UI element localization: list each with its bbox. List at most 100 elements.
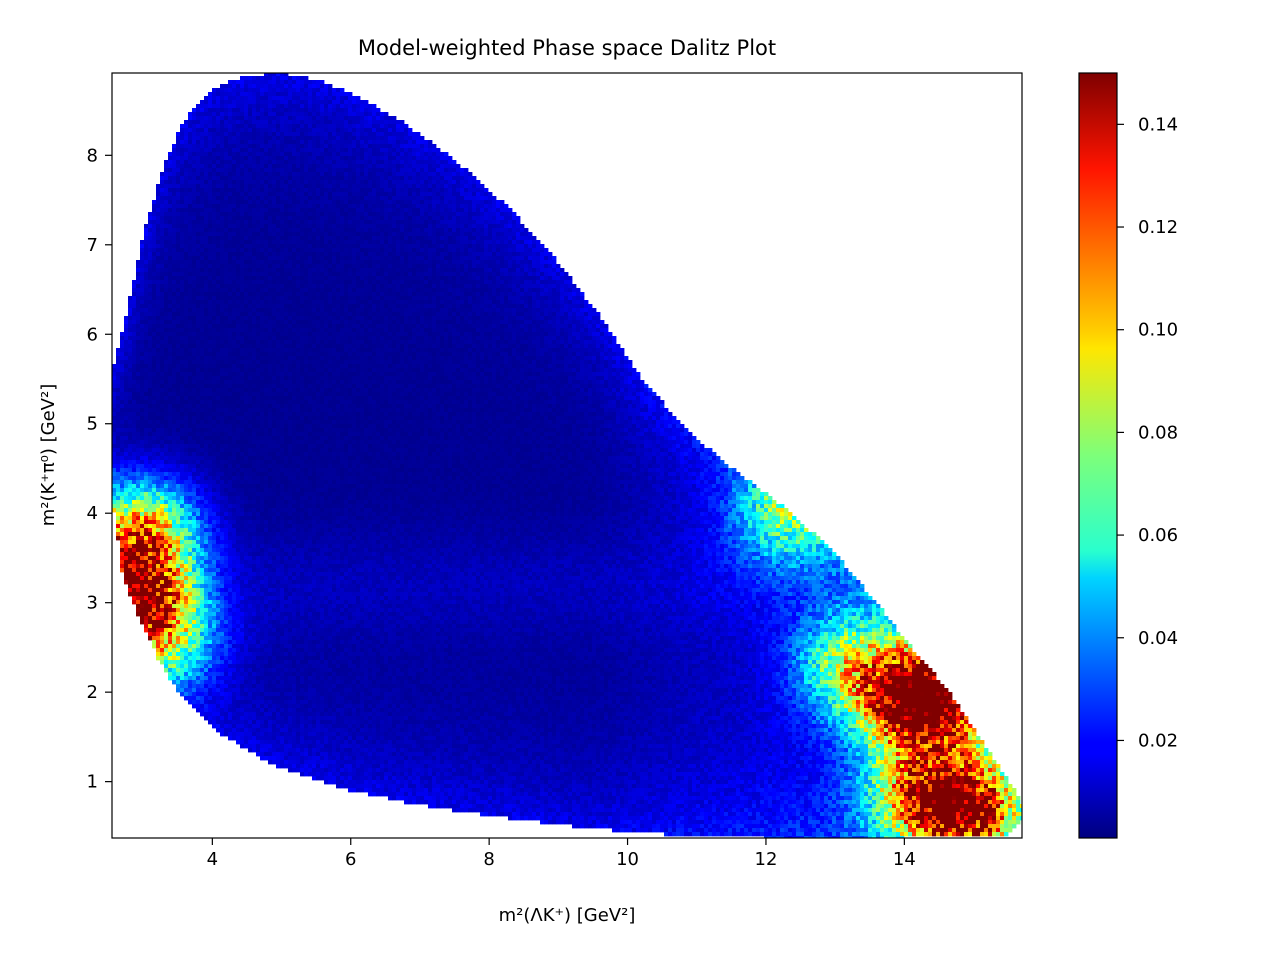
heatmap-cell <box>260 660 265 665</box>
heatmap-cell <box>136 532 141 537</box>
heatmap-cell <box>180 488 185 493</box>
heatmap-cell <box>248 400 253 405</box>
heatmap-cell <box>224 492 229 497</box>
heatmap-cell <box>236 160 241 165</box>
heatmap-cell <box>200 344 205 349</box>
heatmap-cell <box>144 548 149 553</box>
heatmap-cell <box>256 616 261 621</box>
heatmap-cell <box>136 372 141 377</box>
heatmap-cell <box>248 144 253 149</box>
heatmap-cell <box>252 300 257 305</box>
heatmap-cell <box>136 444 141 449</box>
heatmap-cell <box>192 668 197 673</box>
heatmap-cell <box>200 236 205 241</box>
heatmap-cell <box>148 224 153 229</box>
heatmap-cell <box>180 400 185 405</box>
heatmap-cell <box>248 456 253 461</box>
heatmap-cell <box>188 224 193 229</box>
heatmap-cell <box>196 148 201 153</box>
heatmap-cell <box>204 176 209 181</box>
heatmap-cell <box>232 616 237 621</box>
heatmap-cell <box>208 548 213 553</box>
heatmap-cell <box>172 460 177 465</box>
heatmap-cell <box>188 352 193 357</box>
heatmap-cell <box>152 396 157 401</box>
heatmap-cell <box>160 520 165 525</box>
heatmap-cell <box>128 592 133 597</box>
heatmap-cell <box>256 520 261 525</box>
heatmap-cell <box>248 668 253 673</box>
heatmap-cell <box>112 396 117 401</box>
heatmap-cell <box>156 304 161 309</box>
heatmap-cell <box>232 452 237 457</box>
heatmap-cell <box>208 704 213 709</box>
heatmap-cell <box>244 476 249 481</box>
heatmap-cell <box>136 476 141 481</box>
heatmap-cell <box>136 468 141 473</box>
heatmap-cell <box>220 344 225 349</box>
heatmap-cell <box>252 488 257 493</box>
heatmap-cell <box>228 472 233 477</box>
heatmap-cell <box>120 388 125 393</box>
heatmap-cell <box>244 164 249 169</box>
heatmap-cell <box>148 428 153 433</box>
heatmap-cell <box>156 524 161 529</box>
heatmap-cell <box>132 456 137 461</box>
heatmap-cell <box>188 292 193 297</box>
heatmap-cell <box>216 272 221 277</box>
heatmap-cell <box>148 448 153 453</box>
heatmap-cell <box>212 212 217 217</box>
heatmap-cell <box>188 496 193 501</box>
heatmap-cell <box>200 156 205 161</box>
heatmap-cell <box>216 664 221 669</box>
heatmap-cell <box>136 376 141 381</box>
heatmap-cell <box>184 624 189 629</box>
heatmap-cell <box>224 296 229 301</box>
heatmap-cell <box>160 200 165 205</box>
heatmap-cell <box>204 436 209 441</box>
heatmap-cell <box>200 520 205 525</box>
heatmap-cell <box>124 336 129 341</box>
heatmap-cell <box>196 500 201 505</box>
heatmap-cell <box>212 376 217 381</box>
heatmap-cell <box>156 324 161 329</box>
heatmap-cell <box>220 676 225 681</box>
heatmap-cell <box>240 740 245 745</box>
heatmap-cell <box>152 532 157 537</box>
heatmap-cell <box>204 332 209 337</box>
heatmap-cell <box>248 720 253 725</box>
heatmap-cell <box>252 360 257 365</box>
heatmap-cell <box>224 696 229 701</box>
heatmap-cell <box>260 440 265 445</box>
heatmap-cell <box>216 676 221 681</box>
heatmap-cell <box>140 532 145 537</box>
heatmap-cell <box>168 244 173 249</box>
heatmap-cell <box>176 404 181 409</box>
heatmap-cell <box>196 648 201 653</box>
heatmap-cell <box>196 452 201 457</box>
heatmap-cell <box>140 620 145 625</box>
heatmap-cell <box>152 460 157 465</box>
heatmap-cell <box>204 324 209 329</box>
heatmap-cell <box>216 292 221 297</box>
heatmap-cell <box>140 320 145 325</box>
heatmap-cell <box>248 168 253 173</box>
heatmap-cell <box>176 352 181 357</box>
heatmap-cell <box>164 548 169 553</box>
heatmap-cell <box>192 324 197 329</box>
heatmap-cell <box>220 268 225 273</box>
heatmap-cell <box>188 508 193 513</box>
heatmap-cell <box>220 244 225 249</box>
heatmap-cell <box>204 624 209 629</box>
heatmap-cell <box>228 280 233 285</box>
heatmap-cell <box>164 572 169 577</box>
heatmap-cell <box>136 576 141 581</box>
heatmap-cell <box>228 232 233 237</box>
heatmap-cell <box>240 264 245 269</box>
heatmap-cell <box>188 600 193 605</box>
heatmap-cell <box>128 388 133 393</box>
heatmap-cell <box>148 472 153 477</box>
heatmap-cell <box>220 120 225 125</box>
heatmap-cell <box>196 416 201 421</box>
heatmap-cell <box>200 592 205 597</box>
